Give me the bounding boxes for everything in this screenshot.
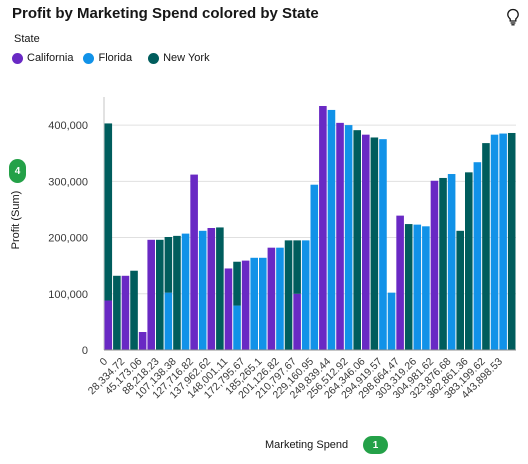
bar[interactable]: [233, 261, 241, 306]
bar[interactable]: [430, 180, 439, 350]
bar[interactable]: [207, 227, 216, 350]
legend-label-california: California: [27, 52, 74, 64]
chart-title: Profit by Marketing Spend colored by Sta…: [12, 5, 319, 22]
bar[interactable]: [113, 275, 121, 350]
bar[interactable]: [130, 270, 138, 350]
legend: California Florida New York: [12, 52, 210, 64]
y-tick-label: 100,000: [48, 289, 88, 301]
bar[interactable]: [138, 332, 147, 350]
bar[interactable]: [370, 137, 379, 350]
bar[interactable]: [164, 292, 173, 350]
bar[interactable]: [293, 240, 301, 294]
legend-swatch-florida: [83, 52, 95, 64]
bar[interactable]: [319, 105, 327, 351]
bar[interactable]: [233, 305, 241, 350]
bar[interactable]: [293, 293, 301, 350]
bar[interactable]: [327, 109, 336, 350]
bar[interactable]: [379, 139, 387, 350]
bar[interactable]: [198, 230, 207, 350]
legend-item-california[interactable]: California: [12, 52, 73, 64]
bar[interactable]: [156, 239, 164, 350]
bar[interactable]: [413, 224, 422, 350]
bar[interactable]: [276, 247, 284, 350]
bar[interactable]: [104, 300, 113, 350]
bar[interactable]: [490, 134, 499, 350]
bar[interactable]: [216, 227, 224, 350]
bar[interactable]: [121, 275, 130, 350]
bar[interactable]: [241, 260, 250, 350]
bar[interactable]: [507, 132, 516, 350]
bar[interactable]: [173, 235, 181, 350]
bar[interactable]: [499, 133, 507, 350]
lightbulb-icon[interactable]: [506, 8, 520, 26]
bar[interactable]: [104, 123, 113, 301]
bar[interactable]: [482, 143, 490, 350]
bar[interactable]: [267, 247, 276, 350]
x-axis-field-count-badge[interactable]: 1: [363, 436, 388, 454]
legend-label-florida: Florida: [98, 52, 133, 64]
y-axis-field-count-badge[interactable]: 4: [9, 159, 26, 183]
bar[interactable]: [224, 268, 233, 350]
bar[interactable]: [250, 257, 258, 350]
legend-swatch-new-york: [148, 52, 160, 64]
bar[interactable]: [456, 230, 464, 350]
bar[interactable]: [181, 233, 190, 350]
y-tick-label: 200,000: [48, 233, 88, 245]
bar[interactable]: [362, 134, 370, 350]
bar[interactable]: [353, 130, 361, 350]
y-tick-label: 0: [82, 345, 88, 357]
bar[interactable]: [310, 184, 319, 350]
legend-title: State: [14, 33, 40, 45]
y-tick-label: 400,000: [48, 120, 88, 132]
bar[interactable]: [447, 174, 456, 350]
bar[interactable]: [473, 162, 482, 350]
bar[interactable]: [284, 240, 293, 350]
bar[interactable]: [164, 236, 173, 293]
y-tick-label: 300,000: [48, 176, 88, 188]
bar[interactable]: [439, 177, 447, 350]
legend-item-florida[interactable]: Florida: [83, 52, 132, 64]
bar[interactable]: [190, 174, 198, 350]
bar[interactable]: [336, 122, 344, 351]
bar[interactable]: [396, 215, 404, 350]
bar[interactable]: [147, 239, 155, 350]
bar[interactable]: [259, 257, 267, 350]
bar[interactable]: [422, 226, 430, 350]
bar[interactable]: [387, 292, 396, 350]
legend-item-new-york[interactable]: New York: [148, 52, 210, 64]
bar[interactable]: [404, 224, 413, 350]
legend-swatch-california: [12, 52, 23, 64]
bar[interactable]: [301, 240, 310, 350]
x-axis-label: Marketing Spend: [265, 439, 349, 451]
legend-label-new-york: New York: [163, 52, 210, 64]
bar[interactable]: [344, 125, 353, 350]
bar[interactable]: [465, 172, 473, 350]
